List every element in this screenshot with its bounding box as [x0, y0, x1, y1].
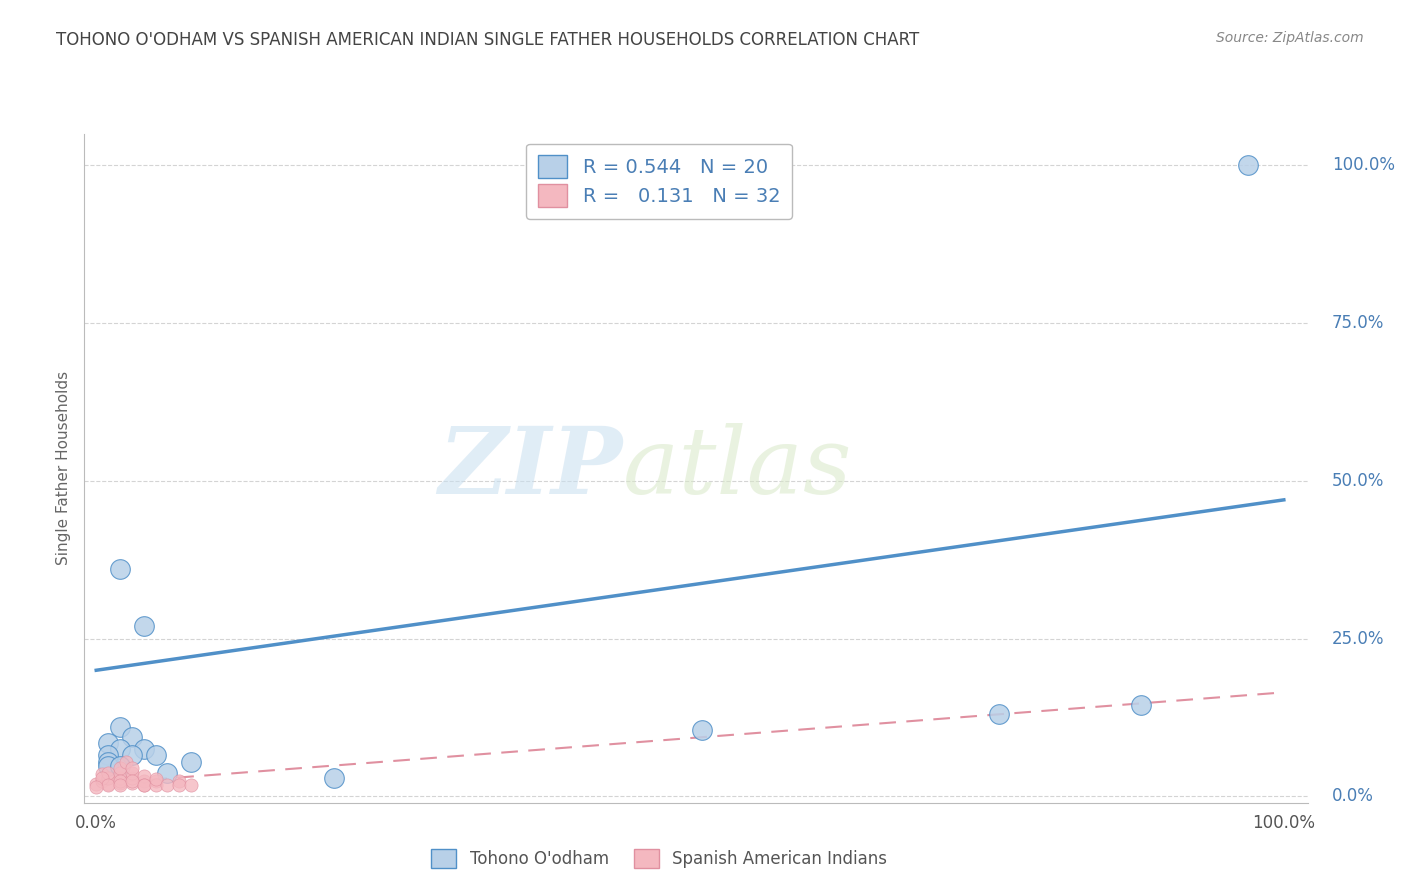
Point [108, 742, 131, 756]
Point [1130, 698, 1153, 712]
Point [108, 765, 131, 780]
Point [97, 755, 120, 769]
Point [97, 748, 120, 763]
Point [322, 771, 344, 785]
Point [132, 778, 155, 792]
Point [84, 780, 107, 794]
Point [108, 720, 131, 734]
Point [115, 755, 138, 769]
Text: TOHONO O'ODHAM VS SPANISH AMERICAN INDIAN SINGLE FATHER HOUSEHOLDS CORRELATION C: TOHONO O'ODHAM VS SPANISH AMERICAN INDIA… [56, 31, 920, 49]
Point [145, 778, 167, 792]
Point [108, 771, 131, 785]
Point [108, 761, 131, 775]
Point [97, 736, 120, 750]
Point [97, 759, 120, 773]
Point [987, 707, 1010, 722]
Point [132, 619, 155, 633]
Point [91, 771, 114, 785]
Point [97, 765, 120, 780]
Point [180, 778, 202, 792]
Legend: Tohono O'odham, Spanish American Indians: Tohono O'odham, Spanish American Indians [425, 842, 894, 875]
Point [121, 771, 143, 785]
Point [121, 775, 143, 789]
Text: atlas: atlas [623, 424, 852, 513]
Point [156, 778, 179, 792]
Point [132, 769, 155, 783]
Point [145, 772, 167, 786]
Point [180, 755, 202, 769]
Point [156, 765, 179, 780]
Text: 50.0%: 50.0% [1331, 472, 1385, 490]
Point [108, 778, 131, 792]
Point [121, 773, 143, 788]
Point [97, 771, 120, 785]
Point [121, 730, 143, 744]
Point [108, 773, 131, 788]
Point [108, 562, 131, 576]
Text: Source: ZipAtlas.com: Source: ZipAtlas.com [1216, 31, 1364, 45]
Point [132, 773, 155, 788]
Point [1237, 158, 1260, 172]
Point [169, 778, 191, 792]
Point [145, 748, 167, 763]
Point [108, 775, 131, 789]
Point [97, 778, 120, 792]
Text: 75.0%: 75.0% [1331, 314, 1385, 332]
Point [91, 767, 114, 781]
Text: 100.0%: 100.0% [1331, 156, 1395, 174]
Point [97, 777, 120, 791]
Point [91, 773, 114, 788]
Point [121, 748, 143, 763]
Point [84, 777, 107, 791]
Point [690, 723, 713, 738]
Point [108, 759, 131, 773]
Point [132, 742, 155, 756]
Point [169, 773, 191, 788]
Text: 0.0%: 0.0% [1331, 788, 1374, 805]
Point [132, 778, 155, 792]
Point [121, 765, 143, 780]
Text: 25.0%: 25.0% [1331, 630, 1385, 648]
Point [121, 761, 143, 775]
Y-axis label: Single Father Households: Single Father Households [56, 371, 72, 566]
Text: ZIP: ZIP [439, 424, 623, 513]
Point [145, 773, 167, 788]
